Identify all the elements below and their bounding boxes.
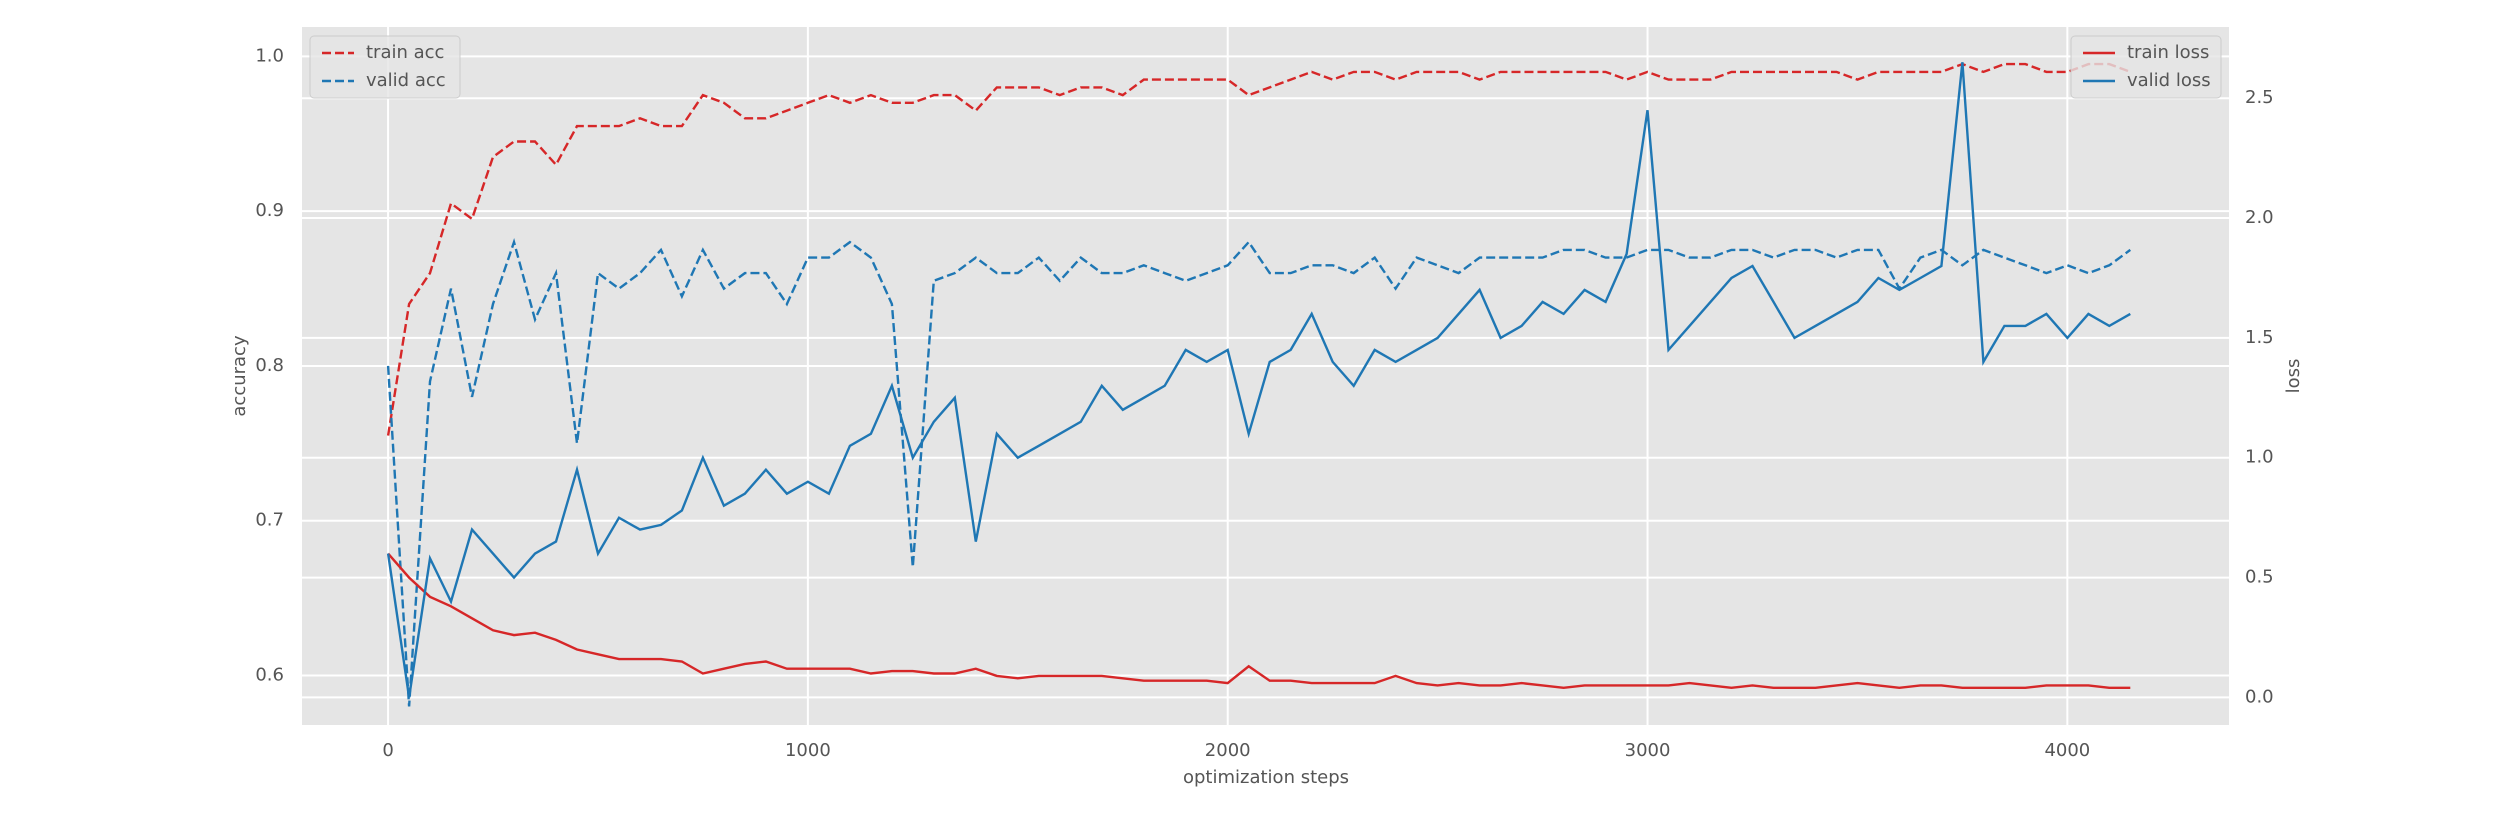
line bbox=[386, 62, 2131, 436]
x-tick-label: 4000 bbox=[2044, 740, 2090, 761]
x-tick-label: 2000 bbox=[1205, 740, 1251, 761]
legend-label: train acc bbox=[366, 42, 444, 63]
y2-tick-label: 0.5 bbox=[2245, 567, 2274, 588]
y2-tick-label: 0.0 bbox=[2245, 686, 2274, 707]
y2-tick-label: 2.5 bbox=[2245, 87, 2274, 108]
y2-tick-label: 1.5 bbox=[2245, 327, 2274, 348]
y-tick-label: 0.8 bbox=[255, 355, 284, 376]
x-axis-label: optimization steps bbox=[1183, 767, 1349, 788]
line bbox=[386, 237, 2132, 707]
y-tick-label: 0.7 bbox=[255, 510, 284, 531]
legend-label: valid loss bbox=[2127, 70, 2211, 91]
legend-label: valid acc bbox=[366, 70, 446, 91]
y-tick-label: 0.6 bbox=[255, 664, 284, 685]
y2-axis-label: loss bbox=[2283, 359, 2304, 394]
legend-box bbox=[309, 35, 461, 99]
y2-tick-label: 2.0 bbox=[2245, 207, 2274, 228]
y2-tick-label: 1.0 bbox=[2245, 447, 2274, 468]
x-tick-label: 1000 bbox=[785, 740, 831, 761]
line bbox=[387, 552, 2131, 690]
x-tick-label: 0 bbox=[382, 740, 393, 761]
legend-label: train loss bbox=[2127, 42, 2209, 63]
legend-box bbox=[2070, 35, 2222, 99]
line bbox=[386, 62, 2131, 698]
y-tick-label: 0.9 bbox=[255, 200, 284, 221]
y-tick-label: 1.0 bbox=[255, 45, 284, 66]
x-tick-label: 3000 bbox=[1625, 740, 1671, 761]
y-axis-label: accuracy bbox=[229, 335, 250, 417]
